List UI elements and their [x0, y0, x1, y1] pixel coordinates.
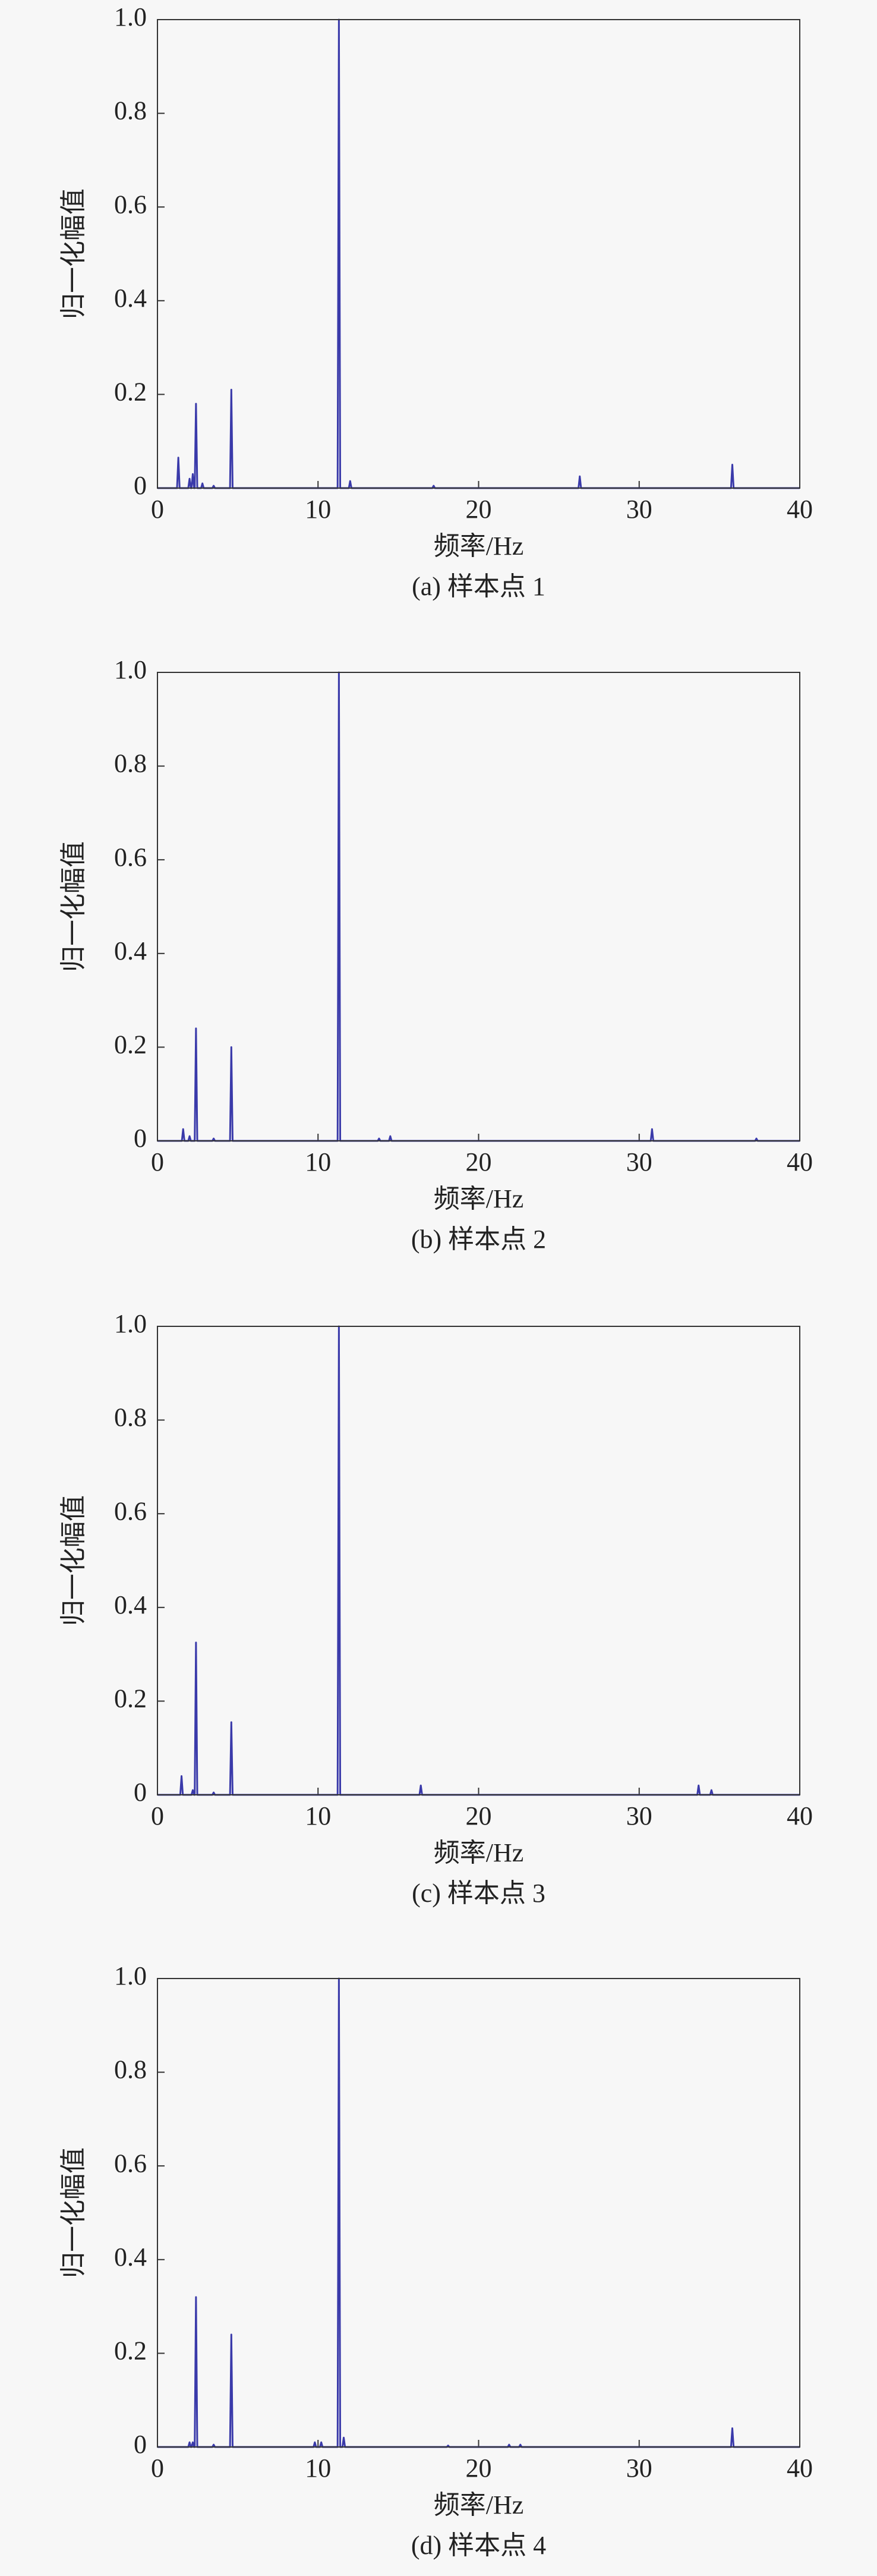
y-tick-label: 0	[134, 1778, 147, 1807]
x-tick-label: 0	[151, 2454, 164, 2483]
x-axis-label: 频率/Hz	[434, 2490, 524, 2520]
y-axis-label: 归一化幅值	[59, 841, 88, 972]
y-tick-label: 0.4	[114, 284, 147, 313]
y-tick-label: 0.2	[114, 1030, 147, 1059]
x-tick-label: 30	[626, 1147, 652, 1177]
y-tick-label: 0.6	[114, 2149, 147, 2178]
y-tick-label: 0	[134, 2430, 147, 2459]
y-axis-label: 归一化幅值	[59, 188, 88, 319]
x-tick-label: 10	[305, 495, 331, 524]
y-tick-label: 0.8	[114, 96, 147, 125]
y-tick-label: 0.4	[114, 1590, 147, 1619]
y-tick-label: 1.0	[114, 2, 147, 32]
x-tick-label: 40	[787, 495, 813, 524]
y-tick-label: 0.6	[114, 190, 147, 219]
spectrum-line	[157, 1325, 800, 1796]
x-tick-label: 10	[305, 2454, 331, 2483]
caption: (a) 样本点 1	[412, 572, 545, 601]
x-tick-label: 30	[626, 2454, 652, 2483]
y-tick-label: 1.0	[114, 1309, 147, 1338]
x-tick-label: 40	[787, 2454, 813, 2483]
x-tick-label: 30	[626, 495, 652, 524]
y-tick-label: 0	[134, 1124, 147, 1153]
caption: (b) 样本点 2	[411, 1225, 546, 1254]
y-tick-label: 0.6	[114, 842, 147, 872]
y-tick-label: 0.8	[114, 2055, 147, 2084]
x-axis-label: 频率/Hz	[434, 531, 524, 561]
y-tick-label: 0.6	[114, 1496, 147, 1526]
x-tick-label: 20	[466, 495, 492, 524]
caption: (d) 样本点 4	[411, 2531, 546, 2560]
x-tick-label: 0	[151, 1147, 164, 1177]
x-tick-label: 10	[305, 1147, 331, 1177]
plot-frame	[157, 19, 800, 489]
x-tick-label: 10	[305, 1801, 331, 1830]
y-tick-label: 0.8	[114, 749, 147, 778]
y-tick-label: 0.4	[114, 936, 147, 965]
y-tick-label: 0.2	[114, 377, 147, 406]
caption: (c) 样本点 3	[412, 1879, 545, 1908]
y-tick-label: 0.2	[114, 2336, 147, 2365]
x-tick-label: 30	[626, 1801, 652, 1830]
y-tick-label: 0.2	[114, 1684, 147, 1713]
y-tick-label: 1.0	[114, 1961, 147, 1990]
plot-frame	[157, 1326, 800, 1795]
x-tick-label: 40	[787, 1801, 813, 1830]
x-tick-label: 0	[151, 495, 164, 524]
x-tick-label: 40	[787, 1147, 813, 1177]
y-tick-label: 0.8	[114, 1403, 147, 1432]
y-axis-label: 归一化幅值	[59, 2147, 88, 2278]
x-tick-label: 20	[466, 1801, 492, 1830]
y-tick-label: 0.4	[114, 2242, 147, 2272]
y-axis-label: 归一化幅值	[59, 1495, 88, 1626]
x-tick-label: 20	[466, 1147, 492, 1177]
plot-frame	[157, 672, 800, 1141]
x-axis-label: 频率/Hz	[434, 1184, 524, 1213]
x-tick-label: 20	[466, 2454, 492, 2483]
x-axis-label: 频率/Hz	[434, 1838, 524, 1867]
x-tick-label: 0	[151, 1801, 164, 1830]
plot-frame	[157, 1978, 800, 2448]
y-tick-label: 0	[134, 471, 147, 500]
y-tick-label: 1.0	[114, 655, 147, 684]
